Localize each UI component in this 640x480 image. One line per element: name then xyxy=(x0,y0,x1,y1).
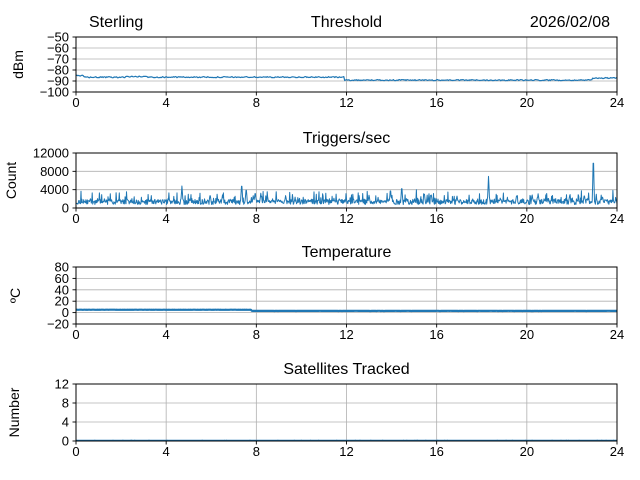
x-tick-label: 12 xyxy=(339,211,353,226)
x-tick-label: 4 xyxy=(163,95,170,110)
y-tick-label: 80 xyxy=(55,260,69,275)
y-tick-label: 8 xyxy=(62,396,69,411)
x-tick-label: 12 xyxy=(339,444,353,459)
x-tick-label: 0 xyxy=(72,95,79,110)
series-line-temperature_c xyxy=(75,308,618,313)
x-tick-label: 20 xyxy=(520,95,534,110)
x-tick-label: 20 xyxy=(520,444,534,459)
x-tick-label: 8 xyxy=(253,444,260,459)
y-axis-label: Count xyxy=(3,162,19,199)
x-tick-label: 4 xyxy=(163,211,170,226)
y-tick-label: −60 xyxy=(47,41,69,56)
x-tick-label: 0 xyxy=(72,327,79,342)
y-tick-label: −50 xyxy=(47,30,69,45)
y-tick-label: 20 xyxy=(55,294,69,309)
x-tick-label: 12 xyxy=(339,95,353,110)
y-tick-label: 60 xyxy=(55,271,69,286)
x-tick-label: 16 xyxy=(429,211,443,226)
y-tick-label: 4 xyxy=(62,415,69,430)
y-tick-label: 40 xyxy=(55,282,69,297)
header-left-title: Sterling xyxy=(89,14,143,31)
x-tick-label: 24 xyxy=(610,95,624,110)
y-tick-label: −90 xyxy=(47,74,69,89)
y-tick-label: −100 xyxy=(40,85,69,100)
subplot-title: Threshold xyxy=(311,14,382,31)
series-line-threshold_dbm xyxy=(75,74,618,82)
y-axis-label: ºC xyxy=(7,288,23,303)
y-tick-label: 4000 xyxy=(40,182,69,197)
y-tick-label: −80 xyxy=(47,63,69,78)
subplot-title: Satellites Tracked xyxy=(283,361,409,378)
x-tick-label: 20 xyxy=(520,327,534,342)
y-axis-label: Number xyxy=(6,387,22,437)
x-tick-label: 24 xyxy=(610,327,624,342)
y-tick-label: 0 xyxy=(62,201,69,216)
x-tick-label: 0 xyxy=(72,211,79,226)
x-tick-label: 4 xyxy=(163,444,170,459)
x-tick-label: 24 xyxy=(610,211,624,226)
y-tick-label: 12 xyxy=(55,377,69,392)
y-tick-label: 0 xyxy=(62,305,69,320)
x-tick-label: 12 xyxy=(339,327,353,342)
y-tick-label: 12000 xyxy=(33,146,69,161)
subplot-title: Temperature xyxy=(302,244,392,261)
x-tick-label: 16 xyxy=(429,444,443,459)
x-tick-label: 24 xyxy=(610,444,624,459)
series-line-triggers_per_sec xyxy=(75,162,618,205)
x-tick-label: 8 xyxy=(253,211,260,226)
y-tick-label: −20 xyxy=(47,317,69,332)
x-tick-label: 20 xyxy=(520,211,534,226)
x-tick-label: 16 xyxy=(429,95,443,110)
subplot-title: Triggers/sec xyxy=(303,130,390,147)
y-tick-label: −70 xyxy=(47,52,69,67)
y-tick-label: 8000 xyxy=(40,164,69,179)
x-tick-label: 16 xyxy=(429,327,443,342)
y-tick-label: 0 xyxy=(62,434,69,449)
x-tick-label: 8 xyxy=(253,95,260,110)
x-tick-label: 8 xyxy=(253,327,260,342)
x-tick-label: 4 xyxy=(163,327,170,342)
x-tick-label: 0 xyxy=(72,444,79,459)
y-axis-label: dBm xyxy=(10,50,26,79)
header-right-title: 2026/02/08 xyxy=(530,14,610,31)
